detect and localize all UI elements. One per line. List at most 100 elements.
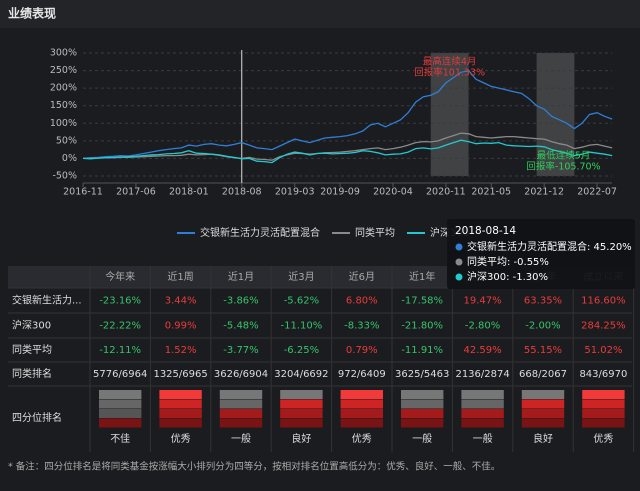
quartile-block [461, 418, 504, 428]
quartile-block [461, 390, 504, 399]
table-cell: -5.62% [284, 296, 319, 307]
x-tick-label: 2016-11 [63, 187, 103, 198]
series-line [82, 139, 613, 164]
quartile-block [280, 418, 323, 428]
quartile-block [401, 399, 444, 409]
table-cell: 972/6409 [338, 369, 386, 380]
quartile-block [280, 399, 323, 409]
table-cell: -5.48% [223, 321, 258, 332]
highlight-region [430, 53, 469, 176]
table-cell: -3.86% [223, 296, 258, 307]
quartile-block [401, 390, 444, 399]
tooltip-item: 交银新生活力灵活配置混合: 45.20% [467, 240, 632, 253]
x-tick-label: 2019-03 [275, 187, 315, 198]
row-label: 沪深300 [12, 319, 51, 332]
y-tick-label: 250% [50, 65, 77, 76]
table-cell: 0.79% [346, 345, 378, 356]
table-cell: -6.25% [284, 345, 319, 356]
table-cell: 63.35% [524, 296, 562, 307]
quartile-rating: 优秀 [352, 432, 372, 445]
table-cell: -12.11% [99, 345, 141, 356]
table-cell: 843/6970 [579, 369, 627, 380]
table-cell: 1.52% [165, 345, 197, 356]
quartile-block [159, 418, 202, 428]
x-tick-label: 2021-12 [524, 187, 564, 198]
quartile-block [340, 418, 383, 428]
table-cell: 42.59% [464, 345, 502, 356]
row-label: 四分位排名 [12, 411, 62, 424]
table-cell: -2.00% [525, 321, 560, 332]
legend-label: 同类平均 [355, 226, 395, 239]
tooltip-dot [455, 243, 463, 251]
x-tick-label: 2017-06 [116, 187, 156, 198]
y-tick-label: 50% [56, 135, 77, 146]
row-label: 同类排名 [12, 367, 52, 380]
quartile-block [219, 399, 263, 409]
header-bar [0, 0, 640, 28]
quartile-block [159, 399, 202, 409]
quartile-block [582, 390, 625, 399]
x-tick-label: 2020-04 [373, 187, 413, 198]
quartile-block [159, 409, 202, 418]
quartile-block [340, 399, 383, 409]
quartile-block [219, 418, 263, 428]
table-cell: 2136/2874 [455, 369, 509, 380]
quartile-block [521, 409, 565, 418]
quartile-rating: 不佳 [110, 432, 130, 445]
table-cell: 3204/6692 [274, 369, 328, 380]
column-header: 近1周 [167, 270, 193, 283]
column-header: 今年来 [105, 270, 135, 283]
table-cell: -8.33% [344, 321, 379, 332]
table-cell: 3.44% [165, 296, 197, 307]
quartile-block [461, 409, 504, 418]
x-tick-label: 2021-05 [471, 187, 511, 198]
x-tick-label: 2022-07 [577, 187, 617, 198]
table-cell: 51.02% [584, 345, 622, 356]
table-cell: -11.91% [401, 345, 443, 356]
highlight-label: 最高连续4月 [423, 56, 477, 68]
tooltip: 2018-08-14 交银新生活力灵活配置混合: 45.20% 同类平均: -0.5… [447, 219, 635, 289]
quartile-block [99, 390, 142, 399]
table-cell: 55.15% [524, 345, 562, 356]
quartile-block [340, 409, 383, 418]
quartile-block [280, 390, 323, 399]
column-header: 近3月 [288, 270, 314, 283]
quartile-block [582, 418, 625, 428]
table-cell: -22.22% [99, 321, 141, 332]
table-cell: 3625/5463 [395, 369, 449, 380]
table-cell: 668/2067 [519, 369, 567, 380]
quartile-block [219, 390, 263, 399]
quartile-block [99, 418, 142, 428]
tooltip-item: 沪深300: -1.30% [467, 270, 548, 283]
x-tick-label: 2018-01 [169, 187, 209, 198]
x-tick-label: 2018-08 [222, 187, 262, 198]
quartile-block [159, 390, 202, 399]
tooltip-item: 同类平均: -0.55% [467, 255, 549, 268]
table-cell: 0.99% [165, 321, 197, 332]
y-tick-label: 300% [50, 48, 77, 59]
quartile-rating: 良好 [533, 432, 553, 445]
quartile-block [401, 409, 444, 418]
chart: -50% 0% 50% 100% 150% 200% 250% 300% 2016-11 2017… [50, 48, 617, 240]
table-cell: 5776/6964 [93, 369, 147, 380]
tooltip-title: 2018-08-14 [455, 225, 516, 237]
column-header: 近1月 [228, 270, 254, 283]
quartile-block [340, 390, 383, 399]
quartile-block [99, 399, 142, 409]
table-cell: -2.80% [465, 321, 500, 332]
table-cell: 19.47% [464, 296, 502, 307]
quartile-block [582, 399, 625, 409]
tooltip-dot [455, 273, 463, 281]
y-tick-label: 150% [50, 100, 77, 111]
footnote: * 备注：四分位排名是将同类基金按涨幅大小排列分为四等分，按相对排名位置高低分为… [8, 461, 500, 473]
y-tick-label: -50% [52, 171, 77, 182]
panel-title: 业绩表现 [8, 6, 56, 21]
tooltip-box [447, 219, 635, 289]
highlight-label: 最低连续5月 [537, 150, 591, 162]
row-label: 同类平均 [12, 343, 52, 356]
highlight-region [536, 53, 575, 176]
legend-label: 交银新生活力灵活配置混合 [200, 226, 320, 239]
column-header: 近1年 [409, 270, 435, 283]
table-cell: 116.60% [581, 296, 626, 307]
